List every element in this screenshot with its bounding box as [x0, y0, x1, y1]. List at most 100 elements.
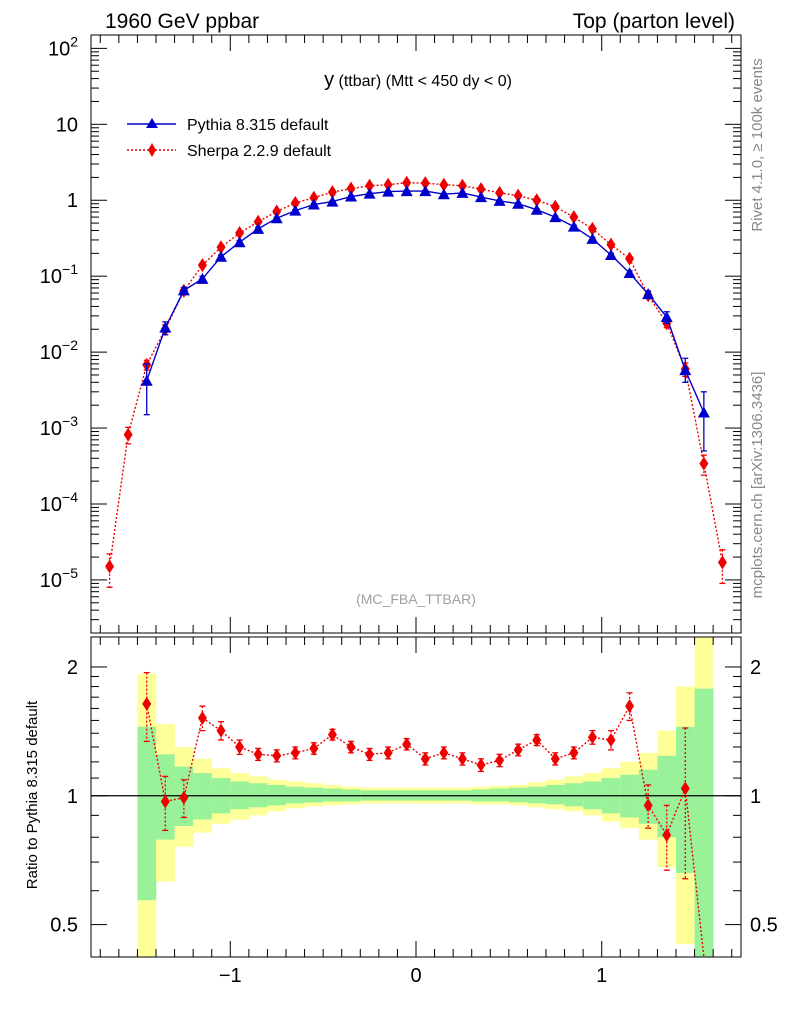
pythia-point: [456, 186, 469, 198]
analysis-label: (MC_FBA_TTBAR): [356, 591, 476, 607]
ratio-sherpa-point: [420, 751, 430, 766]
sherpa-line: [108, 181, 724, 567]
ratio-sherpa-point: [197, 710, 207, 725]
ratio-sherpa-point: [662, 827, 672, 842]
ratio-sherpa-point: [606, 733, 616, 748]
ratio-band-inner: [267, 784, 287, 806]
ratio-sherpa-point: [513, 742, 523, 757]
ratio-sherpa-point: [160, 794, 170, 809]
sherpa-point: [383, 177, 393, 192]
sherpa-point: [606, 237, 616, 252]
main-ytick-label: 102: [48, 33, 78, 60]
ratio-ylabel: Ratio to Pythia 8.315 default: [24, 700, 41, 889]
sherpa-point: [105, 559, 115, 574]
ratio-panel: 2 2 1 1 0.5 0.5 −1 0 1: [50, 636, 778, 987]
sherpa-point: [123, 427, 133, 442]
main-ytick-label: 1: [67, 190, 78, 212]
ratio-sherpa-point: [550, 751, 560, 766]
pythia-point: [623, 267, 636, 279]
ratio-sherpa-point: [383, 745, 393, 760]
ratio-sherpa-point: [495, 753, 505, 768]
pythia-point: [215, 250, 227, 262]
ratio-sherpa-point: [179, 790, 189, 805]
ratio-sherpa-point: [625, 699, 635, 714]
ratio-sherpa-point: [272, 748, 282, 763]
sherpa-point: [290, 195, 300, 210]
sherpa-point: [253, 214, 263, 229]
ratio-xtick-label: 1: [596, 965, 607, 987]
ratio-ytick-label-right: 1: [750, 786, 761, 808]
sherpa-point: [476, 182, 486, 197]
pythia-point: [642, 288, 655, 300]
plot-title: y (ttbar) (Mtt < 450 dy < 0): [324, 69, 512, 91]
sherpa-point: [420, 176, 430, 191]
ratio-sherpa-point: [457, 751, 467, 766]
main-ytick-label: 10−2: [40, 337, 78, 364]
ratio-sherpa-point: [253, 747, 263, 762]
sherpa-point: [587, 221, 597, 236]
sherpa-point: [625, 251, 635, 266]
ratio-sherpa-point: [290, 745, 300, 760]
pythia-point: [140, 374, 153, 386]
pythia-point: [326, 195, 339, 207]
sherpa-point: [513, 188, 523, 203]
ratio-band-inner: [546, 784, 565, 805]
pythia-point: [419, 185, 432, 197]
ratio-band-inner: [657, 755, 677, 838]
ratio-bands: [91, 637, 741, 957]
ratio-ytick-label-right: 0.5: [750, 915, 778, 937]
main-panel: 102 10 1 10−1 10−2 10−3 10−4 10−5: [40, 33, 742, 634]
header-right: Top (parton level): [573, 10, 735, 33]
sherpa-point: [197, 258, 207, 273]
ratio-ytick-label: 1: [67, 786, 78, 808]
sherpa-point: [532, 193, 542, 208]
pythia-point: [196, 272, 209, 284]
sherpa-point: [272, 204, 282, 219]
ratio-sherpa-point: [402, 737, 412, 752]
sherpa-point: [495, 185, 505, 200]
pythia-point: [660, 311, 673, 323]
main-ytick-label: 10−4: [40, 489, 78, 516]
ratio-band-inner: [694, 688, 714, 957]
ratio-band-inner: [304, 787, 324, 803]
ratio-sherpa-point: [327, 727, 337, 742]
sherpa-point: [235, 226, 245, 241]
ratio-band-inner: [490, 788, 510, 802]
sherpa-point: [365, 178, 375, 193]
ratio-sherpa-point: [680, 781, 690, 796]
plot-title-main: y: [324, 69, 334, 91]
pythia-point: [252, 222, 265, 234]
pythia-point: [605, 249, 617, 261]
ratio-band-inner: [286, 786, 305, 804]
main-series-layer: [105, 175, 727, 588]
pythia-point: [586, 232, 599, 244]
sherpa-point: [457, 178, 467, 193]
ratio-sherpa-line: [146, 703, 705, 958]
main-ytick-label: 10−1: [40, 261, 78, 288]
ratio-ytick-label-right: 2: [750, 657, 761, 679]
sherpa-point: [346, 181, 356, 196]
legend-pythia-marker: [146, 118, 158, 128]
sherpa-point: [439, 177, 449, 192]
ratio-band-inner: [638, 769, 658, 824]
ratio-ytick-label: 2: [67, 657, 78, 679]
ratio-band-inner: [527, 786, 547, 804]
ratio-sherpa-point: [532, 733, 542, 748]
pythia-point: [697, 406, 710, 418]
ratio-xtick-label: 0: [410, 965, 421, 987]
legend-pythia-label: Pythia 8.315 default: [187, 117, 329, 134]
pythia-point: [437, 188, 450, 200]
sherpa-point: [216, 240, 226, 255]
ratio-sherpa-point: [569, 745, 579, 760]
main-ytick-label: 10−3: [40, 413, 78, 440]
legend-sherpa-label: Sherpa 2.2.9 default: [187, 143, 332, 160]
pythia-point: [233, 236, 246, 248]
sherpa-point: [327, 185, 337, 200]
sherpa-point: [309, 190, 319, 205]
pythia-point: [363, 187, 376, 199]
main-ytick-label: 10−5: [40, 565, 78, 592]
plot-title-rest: (ttbar) (Mtt < 450 dy < 0): [339, 73, 512, 90]
sherpa-point: [699, 456, 709, 471]
pythia-point: [567, 220, 580, 232]
